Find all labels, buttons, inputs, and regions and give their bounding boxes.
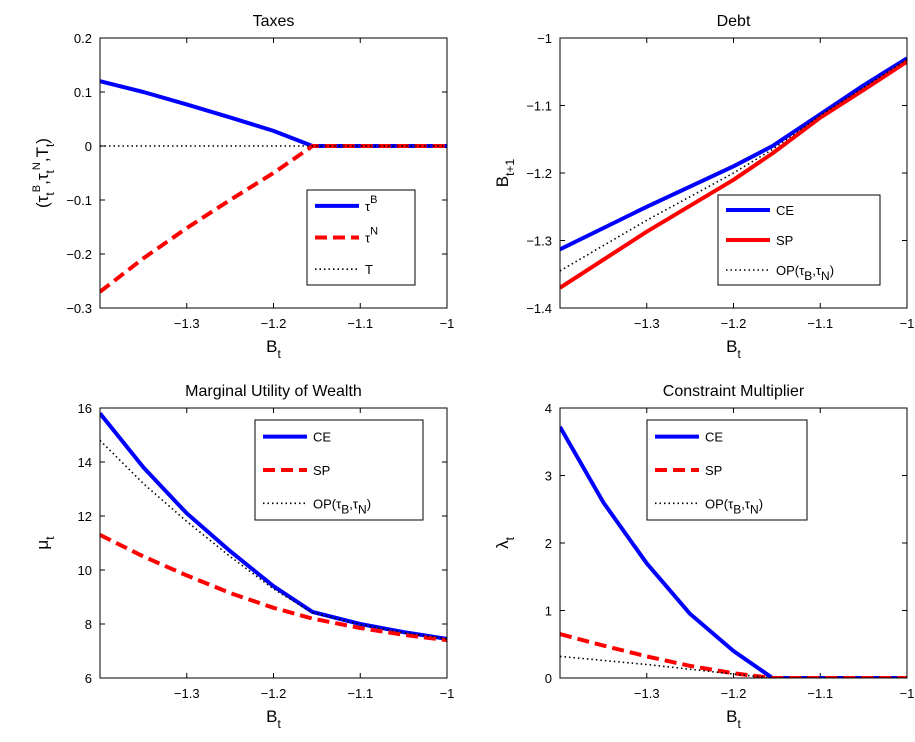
plot-frame [99, 407, 448, 679]
series-group [100, 79, 447, 294]
plot-frame [559, 37, 908, 309]
y-tick-label: 10 [78, 563, 92, 578]
y-tick-label: −1.3 [526, 234, 552, 249]
x-tick-label: −1.1 [807, 686, 833, 701]
y-axis-label: μt [33, 536, 57, 550]
series-line-opbn [560, 58, 907, 272]
chart-panel-4: Constraint Multiplier −1.3 −1.2 −1.1 −1 0 1 2 3 4… [493, 383, 914, 731]
series-line-sp [560, 59, 907, 290]
y-tick-label: 4 [545, 401, 552, 416]
series-line-ce [100, 412, 447, 641]
chart-panel-2: Debt −1.3 −1.2 −1.1 −1 −1.4 −1.3 −1.2 −1.1 −1 Bt Bt… [493, 13, 914, 361]
legend-label: SP [776, 233, 793, 248]
series-line-ce [560, 56, 907, 252]
y-tick-label: −1.1 [526, 99, 552, 114]
chart-panel-3: Marginal Utility of Wealth −1.3 −1.2 −1.1 −1… [33, 383, 454, 731]
x-axis-label: Bt [266, 337, 281, 361]
chart-title: Debt [717, 13, 751, 30]
x-tick-label: −1.2 [721, 316, 747, 331]
y-tick-label: −1.4 [526, 301, 552, 316]
y-tick-label: 16 [78, 401, 92, 416]
y-tick-label: 1 [545, 604, 552, 619]
plot-frame [99, 37, 448, 309]
y-tick-label: −1.2 [526, 166, 552, 181]
legend-label: OP(τB,τN) [705, 496, 763, 516]
chart-panel-1: Taxes −1.3 −1.2 −1.1 −1 −0.3 −0.2 −0.1 0 0.1 0.2 Bt… [31, 13, 454, 361]
legend: CE SP OP(τB,τN) [254, 419, 424, 521]
series-group [100, 412, 447, 643]
x-tick-label: −1 [900, 316, 915, 331]
x-tick-label: −1.3 [634, 316, 660, 331]
y-axis-label: λt [493, 536, 517, 549]
legend-label: T [365, 262, 373, 277]
y-tick-label: 12 [78, 509, 92, 524]
x-tick-label: −1.2 [721, 686, 747, 701]
chart-title: Marginal Utility of Wealth [185, 383, 362, 400]
legend-label: SP [705, 463, 722, 478]
y-axis-label: Bt+1 [493, 158, 517, 187]
series-group [560, 56, 907, 290]
chart-title: Taxes [253, 13, 295, 30]
legend-label: SP [313, 463, 330, 478]
series-line-sp [100, 533, 447, 643]
y-tick-label: 2 [545, 536, 552, 551]
legend-label: OP(τB,τN) [313, 496, 371, 516]
x-tick-label: −1.3 [174, 316, 200, 331]
x-tick-label: −1.1 [347, 316, 373, 331]
plot-frame [559, 407, 908, 679]
x-tick-label: −1.3 [634, 686, 660, 701]
y-tick-label: 6 [85, 671, 92, 686]
x-tick-label: −1.2 [261, 316, 287, 331]
y-tick-label: 0 [545, 671, 552, 686]
series-line-b [100, 79, 447, 148]
x-tick-label: −1.1 [807, 316, 833, 331]
legend: CE SP OP(τB,τN) [717, 194, 881, 286]
y-tick-label: 0.1 [74, 85, 92, 100]
legend: τB τN T [306, 189, 416, 286]
y-tick-label: −0.3 [66, 301, 92, 316]
legend-label: CE [705, 430, 723, 445]
y-tick-label: −0.2 [66, 247, 92, 262]
y-tick-label: −0.1 [66, 193, 92, 208]
x-tick-label: −1 [440, 316, 455, 331]
legend-label: τB [365, 194, 377, 214]
series-group [560, 425, 907, 678]
legend-label: τN [365, 226, 378, 246]
x-axis-label: Bt [726, 707, 741, 731]
series-line-ce [560, 425, 907, 678]
y-tick-label: 14 [78, 455, 92, 470]
x-tick-label: −1.2 [261, 686, 287, 701]
y-axis-label: (τtB,τtN,Tt) [31, 138, 57, 208]
y-tick-label: 0.2 [74, 31, 92, 46]
y-tick-label: 8 [85, 617, 92, 632]
x-tick-label: −1 [440, 686, 455, 701]
x-axis-label: Bt [266, 707, 281, 731]
y-tick-label: 0 [85, 139, 92, 154]
legend: CE SP OP(τB,τN) [646, 419, 808, 521]
x-tick-label: −1.1 [347, 686, 373, 701]
y-tick-label: −1 [537, 31, 552, 46]
series-line-opbn [560, 655, 907, 678]
legend-label: OP(τB,τN) [776, 263, 834, 283]
chart-title: Constraint Multiplier [663, 383, 805, 400]
y-tick-label: 3 [545, 469, 552, 484]
x-axis-label: Bt [726, 337, 741, 361]
x-tick-label: −1 [900, 686, 915, 701]
legend-label: CE [313, 430, 331, 445]
x-tick-label: −1.3 [174, 686, 200, 701]
legend-label: CE [776, 203, 794, 218]
series-line-sp [560, 632, 907, 678]
